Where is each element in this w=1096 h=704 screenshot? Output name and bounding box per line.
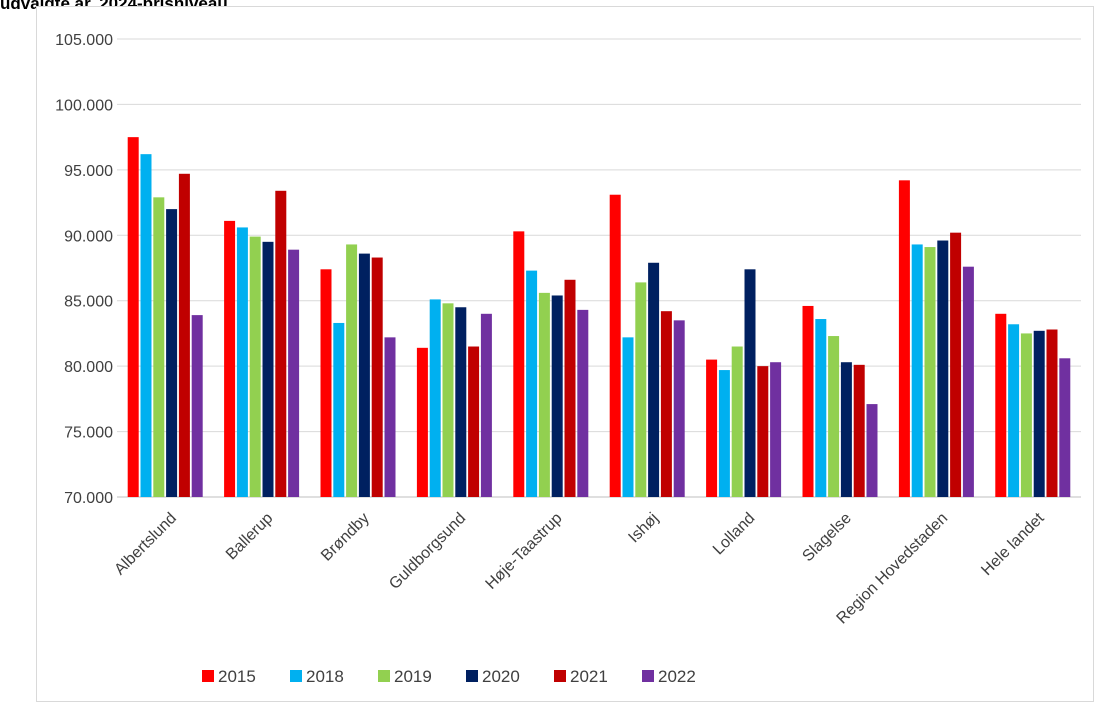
legend-label-2015: 2015 [218,667,256,686]
bar-2015-0 [127,137,139,497]
bar-2015-1 [224,220,236,498]
y-tick-label: 95.000 [64,163,113,180]
bar-2020-4 [551,295,563,497]
bar-2019-2 [346,244,358,497]
bar-2015-7 [802,305,814,497]
legend-swatch-2018 [290,670,302,682]
bar-2015-9 [995,313,1007,497]
bar-2021-9 [1046,329,1058,497]
category-label: Brøndby [318,510,373,565]
y-tick-label: 70.000 [64,490,113,507]
bar-2019-7 [828,336,840,497]
bar-2019-4 [538,292,550,497]
bar-2022-6 [770,362,782,497]
bar-2018-2 [333,322,345,497]
bar-2020-5 [648,262,660,497]
bar-2020-8 [937,240,949,497]
bar-2021-0 [178,173,190,498]
legend-swatch-2015 [202,670,214,682]
grid-lines [117,38,1081,498]
bar-2022-3 [480,313,492,497]
legend-label-2018: 2018 [306,667,344,686]
bar-2019-6 [731,346,743,497]
bar-2022-5 [673,320,685,497]
bar-2018-9 [1008,324,1020,497]
bar-2015-8 [898,180,910,497]
bar-2021-2 [371,257,383,497]
bar-2018-1 [236,227,248,498]
bar-2021-6 [757,366,769,497]
bar-2021-7 [853,364,865,497]
legend-label-2019: 2019 [394,667,432,686]
bar-2020-2 [358,253,370,497]
bar-2018-4 [526,270,538,497]
bar-2020-1 [262,241,274,497]
legend-swatch-2022 [642,670,654,682]
bar-2018-5 [622,337,634,497]
bar-2018-0 [140,154,152,497]
category-label: Region Hovedstaden [834,510,952,628]
bar-2022-4 [577,309,589,497]
bar-2019-9 [1020,333,1032,497]
legend-label-2021: 2021 [570,667,608,686]
legend-swatch-2019 [378,670,390,682]
legend: 2015 2018 2019 2020 2021 2022 [202,667,696,686]
bar-2022-7 [866,404,878,497]
y-tick-label: 75.000 [64,425,113,442]
y-axis-ticks: 70.000 75.000 80.000 85.000 90.000 95.000 100.… [55,32,113,507]
bar-2019-1 [249,236,261,497]
category-label: Slagelse [799,510,854,565]
bar-2018-3 [429,299,441,497]
bar-2018-7 [815,319,827,497]
bar-2018-6 [718,370,730,497]
bars [127,137,1071,498]
bar-2018-8 [911,244,923,497]
bar-2021-3 [468,346,480,497]
bar-2021-1 [275,190,287,497]
bar-2020-7 [840,362,852,497]
bar-2019-8 [924,247,936,497]
bar-2020-0 [166,209,178,497]
y-tick-label: 105.000 [55,32,113,49]
bar-2022-8 [962,266,974,497]
y-tick-label: 80.000 [64,359,113,376]
category-label: Hele landet [978,509,1048,579]
y-tick-label: 90.000 [64,228,113,245]
bar-2015-3 [416,347,428,497]
bar-2021-8 [950,232,962,497]
bar-2021-4 [564,279,576,497]
bar-2022-9 [1059,358,1071,497]
bar-2022-2 [384,337,396,497]
category-labels: Albertslund Ballerup Brøndby Guldborgsund Hø… [111,509,1048,627]
legend-label-2020: 2020 [482,667,520,686]
legend-label-2022: 2022 [658,667,696,686]
y-tick-label: 85.000 [64,294,113,311]
category-label: Albertslund [111,510,180,579]
bar-2015-2 [320,269,332,497]
bar-2019-5 [635,282,647,497]
category-label: Ballerup [223,510,277,564]
category-label: Høje-Taastrup [483,510,566,593]
bar-2022-1 [288,249,300,497]
category-label: Ishøj [625,510,662,547]
category-label: Guldborgsund [386,510,469,593]
bar-2015-5 [609,194,621,497]
bar-2021-5 [660,311,672,497]
bar-2022-0 [191,315,203,497]
y-tick-label: 100.000 [55,97,113,114]
bar-2020-6 [744,269,756,497]
bar-2015-6 [706,359,718,497]
bar-2019-3 [442,303,454,497]
bar-2020-9 [1033,330,1045,497]
category-label: Lolland [710,510,759,559]
legend-swatch-2020 [466,670,478,682]
legend-swatch-2021 [554,670,566,682]
bar-2015-4 [513,231,525,498]
bar-2019-0 [153,197,165,497]
bar-2020-3 [455,307,467,497]
